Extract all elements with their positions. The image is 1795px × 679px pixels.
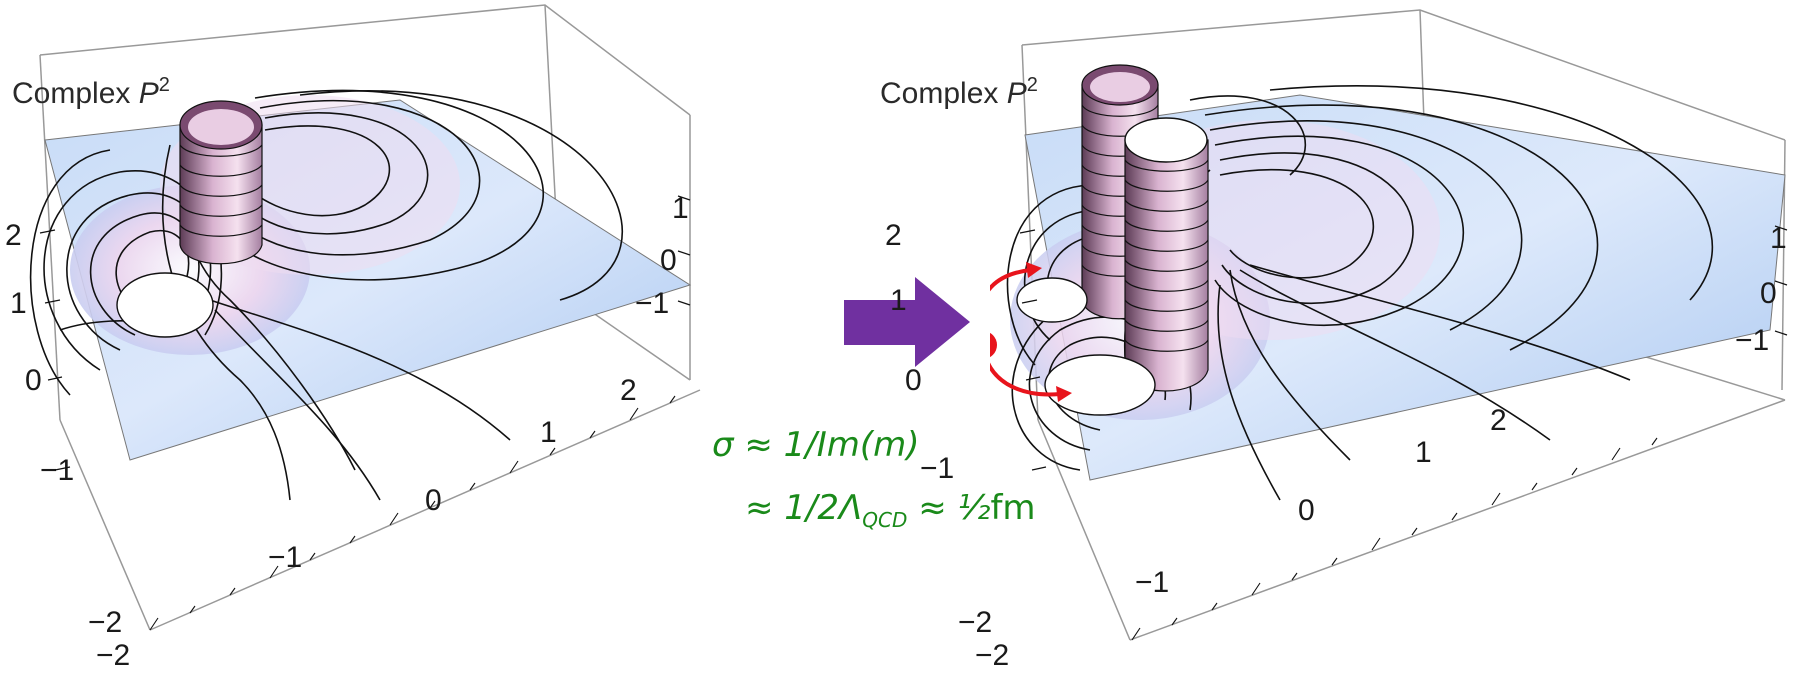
y-tick: 0 [1760, 277, 1777, 310]
x-tick: 2 [1490, 404, 1507, 437]
y-axis-ticks: 1 0 −1 [1735, 222, 1787, 357]
x-tick: 0 [1298, 494, 1315, 527]
z-tick: 2 [5, 219, 22, 252]
x-axis-ticks: −2 −1 0 1 2 [975, 404, 1507, 672]
width-formula-line1: σ ≈ 1/Im(m) [712, 425, 920, 465]
plot-label: Complex P2 [12, 74, 170, 110]
right-plot-axes: Complex P2 2 1 0 −1 −2 −1 0 1 2 −2 1 0 −… [880, 74, 1788, 672]
pole-tube [179, 124, 263, 265]
transition-arrow-icon [844, 277, 970, 367]
x-tick: 1 [540, 416, 557, 449]
right-plot-svg: Complex P2 [969, 9, 1786, 641]
pole-hole-upper [1016, 277, 1088, 323]
x-tick: −1 [268, 541, 302, 574]
corner-tick: −2 [88, 606, 122, 639]
y-tick: 0 [660, 244, 677, 277]
width-formula-line2: ≈ 1/2ΛQCD ≈ ½fm [745, 488, 1036, 532]
x-tick: 1 [1415, 436, 1432, 469]
z-tick: 1 [890, 284, 907, 317]
z-tick: 0 [905, 364, 922, 397]
x-axis-ticks: −2 −1 0 1 2 [96, 374, 637, 672]
bounding-box [39, 4, 701, 631]
x-tick: −1 [1135, 566, 1169, 599]
y-tick: 1 [672, 192, 689, 225]
y-tick: −1 [635, 287, 669, 320]
z-tick: 0 [25, 364, 42, 397]
x-tick: −2 [975, 639, 1009, 672]
z-tick: −1 [40, 454, 74, 487]
y-tick: 1 [1770, 222, 1787, 255]
plot-label: Complex P2 [880, 74, 1038, 110]
z-tick: −1 [920, 452, 954, 485]
z-tick: 1 [10, 287, 27, 320]
corner-tick: −2 [958, 606, 992, 639]
x-tick: 0 [425, 484, 442, 517]
y-axis-ticks: 1 0 −1 [635, 192, 689, 320]
pole-hole [116, 272, 214, 338]
left-surface-plot: Complex P2 2 1 0 −1 −2 −1 0 1 2 −2 1 0 −… [0, 0, 760, 674]
y-tick: −1 [1735, 324, 1769, 357]
x-tick: 2 [620, 374, 637, 407]
z-axis-ticks: 2 1 0 −1 [5, 219, 74, 487]
x-tick: −2 [96, 639, 130, 672]
z-tick: 2 [885, 219, 902, 252]
pole-hole-lower [1044, 354, 1156, 416]
right-surface-plot: Complex P2 [969, 0, 1795, 674]
left-plot-svg: Complex P2 2 1 0 −1 −2 −1 0 1 2 −2 1 0 −… [5, 4, 701, 672]
z-axis-ticks: 2 1 0 −1 [885, 219, 954, 485]
